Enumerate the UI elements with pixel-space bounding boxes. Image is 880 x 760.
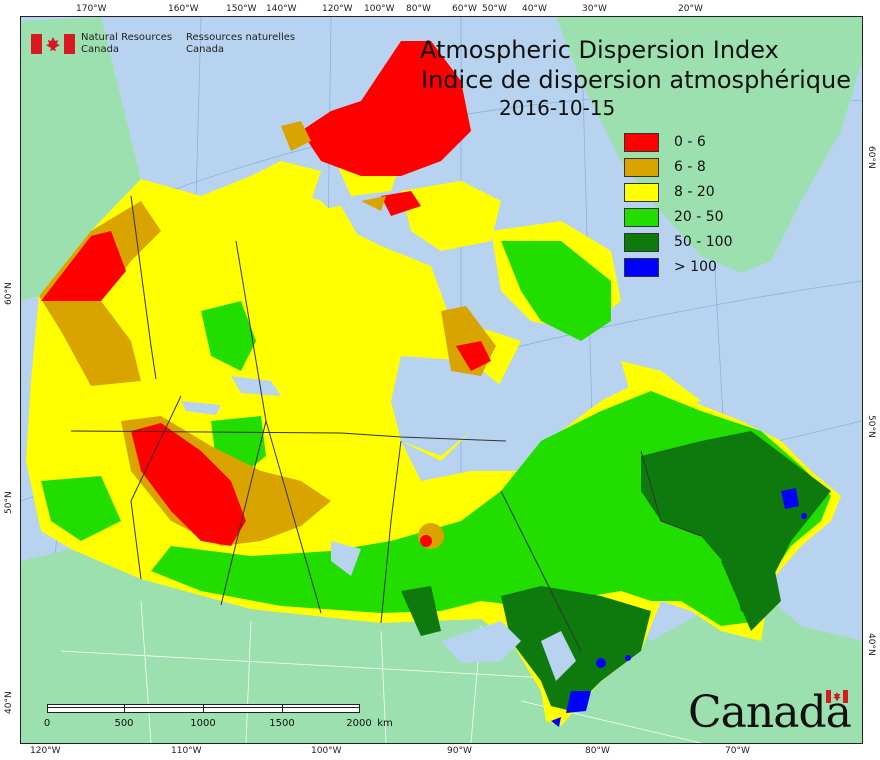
top-tick: 80°W	[406, 4, 431, 14]
dispersion-map	[21, 17, 862, 743]
usa-landmass	[21, 549, 862, 743]
scale-label: 1000	[190, 718, 216, 729]
top-tick: 140°W	[266, 4, 297, 14]
yukon-red-zone	[41, 231, 126, 301]
map-date: 2016-10-15	[499, 96, 616, 120]
bottom-tick: 80°W	[585, 746, 610, 756]
agency-name-en-line1: Natural Resources	[81, 32, 173, 43]
legend-label: 20 - 50	[674, 209, 724, 225]
top-tick: 40°W	[522, 4, 547, 14]
map-frame	[20, 16, 863, 744]
top-tick: 150°W	[226, 4, 257, 14]
top-tick: 160°W	[168, 4, 199, 14]
agency-name-fr-line2: Canada	[186, 44, 225, 55]
scale-label: 500	[114, 718, 134, 729]
greenland-landmass	[556, 17, 862, 273]
map-title-en: Atmospheric Dispersion Index	[420, 36, 779, 64]
bottom-tick: 70°W	[725, 746, 750, 756]
southampton-red-zone	[456, 341, 491, 371]
legend-label: 0 - 6	[674, 134, 706, 150]
quebec-darkgreen-zone	[641, 431, 831, 621]
alaska-landmass	[21, 17, 141, 301]
agency-name-fr-line1: Ressources naturelles	[186, 32, 296, 43]
bottom-tick: 100°W	[311, 746, 342, 756]
top-tick: 60°W	[452, 4, 477, 14]
right-tick: 60°N	[866, 146, 876, 169]
scale-label: 0	[43, 718, 51, 729]
top-tick: 50°W	[482, 4, 507, 14]
agency-name-en-line2: Canada	[81, 44, 120, 55]
legend-swatch	[624, 133, 659, 152]
lakes	[181, 376, 576, 681]
canada-wordmark: Canada	[688, 687, 852, 738]
ellesmere-island	[301, 41, 471, 176]
legend-label: > 100	[674, 259, 717, 275]
right-tick: 50°N	[866, 415, 876, 438]
legend-swatch	[624, 208, 659, 227]
hudson-bay	[391, 356, 501, 456]
legend-swatch	[624, 158, 659, 177]
right-tick: 40°N	[866, 633, 876, 656]
scale-label: 2000	[346, 718, 372, 729]
legend-label: 6 - 8	[674, 159, 706, 175]
baffin-green-zone	[501, 241, 611, 341]
provincial-boundaries	[70, 195, 702, 652]
legend-label: 8 - 20	[674, 184, 715, 200]
bottom-tick: 90°W	[447, 746, 472, 756]
legend-swatch	[624, 233, 659, 252]
legend-label: 50 - 100	[674, 234, 733, 250]
top-tick: 30°W	[582, 4, 607, 14]
high-dispersion-spots	[551, 488, 807, 727]
ontario-darkgreen-zone	[501, 586, 651, 711]
canada-flag-icon	[31, 34, 75, 54]
top-tick: 170°W	[76, 4, 107, 14]
bottom-tick: 120°W	[30, 746, 61, 756]
prairie-red-zone	[131, 423, 246, 546]
left-tick: 60°N	[4, 282, 14, 305]
top-tick: 120°W	[322, 4, 353, 14]
east-green-zone	[151, 391, 831, 626]
legend-swatch	[624, 258, 659, 277]
wordmark-flag-icon	[826, 690, 848, 703]
scale-label: 1500	[269, 718, 295, 729]
bottom-tick: 110°W	[171, 746, 202, 756]
top-tick: 20°W	[678, 4, 703, 14]
legend-swatch	[624, 183, 659, 202]
scale-unit: km	[377, 718, 393, 729]
us-state-lines	[60, 600, 702, 743]
left-tick: 40°N	[4, 691, 14, 714]
map-title-fr: Indice de dispersion atmosphérique	[421, 66, 852, 94]
left-tick: 50°N	[4, 491, 14, 514]
top-tick: 100°W	[364, 4, 395, 14]
